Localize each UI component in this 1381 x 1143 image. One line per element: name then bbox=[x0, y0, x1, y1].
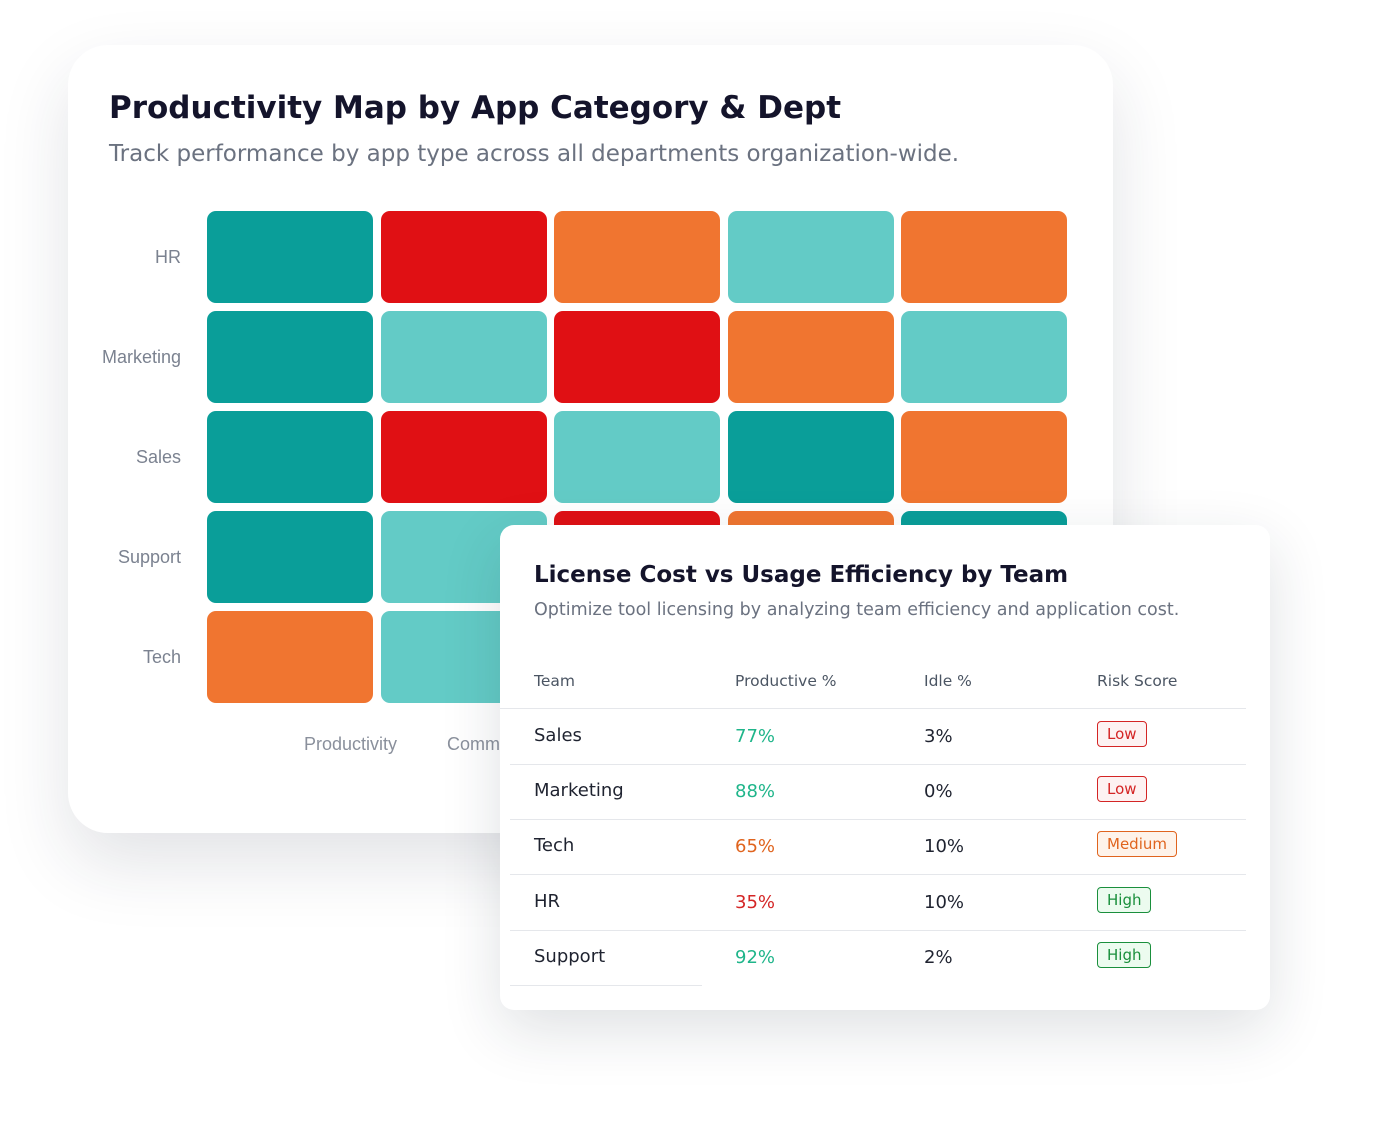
heatmap-cell bbox=[554, 211, 720, 303]
heatmap-cell bbox=[380, 311, 547, 403]
table-title: License Cost vs Usage Efficiency by Team bbox=[534, 562, 1069, 588]
risk-badge: Low bbox=[1097, 721, 1147, 747]
row-divider bbox=[702, 819, 1246, 821]
row-label: Sales bbox=[135, 447, 181, 467]
idle-pct: 3% bbox=[924, 726, 953, 747]
heatmap-cell bbox=[207, 611, 373, 703]
team-name: Tech bbox=[534, 835, 575, 857]
heatmap-cell bbox=[901, 211, 1067, 303]
productive-pct: 92% bbox=[735, 946, 776, 968]
heatmap-cell bbox=[727, 311, 894, 403]
idle-pct: 10% bbox=[924, 891, 965, 913]
heatmap-cell bbox=[727, 211, 894, 303]
heatmap-cell bbox=[727, 411, 894, 503]
header-divider bbox=[500, 708, 1246, 709]
heatmap-cell bbox=[207, 211, 373, 303]
heatmap-cell bbox=[901, 311, 1067, 403]
heatmap-cell bbox=[901, 411, 1067, 503]
row-label: Marketing bbox=[101, 347, 181, 367]
row-divider bbox=[702, 764, 1246, 765]
column-label: Comm bbox=[447, 734, 500, 754]
team-name: Sales bbox=[534, 725, 582, 746]
idle-pct: 0% bbox=[924, 781, 953, 803]
heatmap-title: Productivity Map by App Category & Dept bbox=[109, 90, 842, 126]
productive-pct: 77% bbox=[735, 726, 776, 747]
team-name: Support bbox=[534, 945, 606, 967]
row-divider bbox=[510, 819, 702, 821]
column-label: Productivity bbox=[304, 734, 398, 754]
row-divider bbox=[510, 984, 702, 986]
row-divider bbox=[510, 874, 702, 876]
heatmap-cell bbox=[554, 411, 720, 503]
productive-pct: 88% bbox=[735, 781, 776, 803]
idle-pct: 10% bbox=[924, 836, 965, 858]
team-name: Marketing bbox=[534, 780, 624, 802]
heatmap-cell bbox=[554, 311, 720, 403]
row-divider bbox=[702, 874, 1246, 876]
heatmap-cell bbox=[380, 211, 547, 303]
column-header: Productive % bbox=[735, 672, 837, 690]
row-label: HR bbox=[155, 247, 181, 267]
risk-badge: Medium bbox=[1097, 831, 1177, 858]
heatmap-cell bbox=[207, 311, 373, 403]
row-divider bbox=[510, 764, 702, 765]
risk-badge: High bbox=[1097, 941, 1152, 968]
table-card bbox=[500, 525, 1270, 1010]
column-header: Idle % bbox=[924, 672, 972, 690]
risk-badge: Low bbox=[1097, 776, 1147, 803]
row-divider bbox=[510, 929, 702, 931]
row-label: Support bbox=[117, 547, 181, 567]
heatmap-cell bbox=[380, 411, 547, 503]
idle-pct: 2% bbox=[924, 946, 953, 968]
team-name: HR bbox=[534, 890, 561, 912]
row-divider bbox=[702, 929, 1246, 931]
row-label: Tech bbox=[142, 647, 181, 667]
heatmap-subtitle: Track performance by app type across all… bbox=[109, 141, 960, 167]
heatmap-cell bbox=[207, 511, 373, 603]
table-subtitle: Optimize tool licensing by analyzing tea… bbox=[534, 600, 1180, 620]
risk-badge: High bbox=[1097, 886, 1152, 913]
heatmap-cell bbox=[207, 411, 373, 503]
column-header: Risk Score bbox=[1097, 672, 1178, 690]
productive-pct: 35% bbox=[735, 891, 776, 913]
productive-pct: 65% bbox=[735, 836, 776, 858]
column-header: Team bbox=[534, 672, 575, 690]
